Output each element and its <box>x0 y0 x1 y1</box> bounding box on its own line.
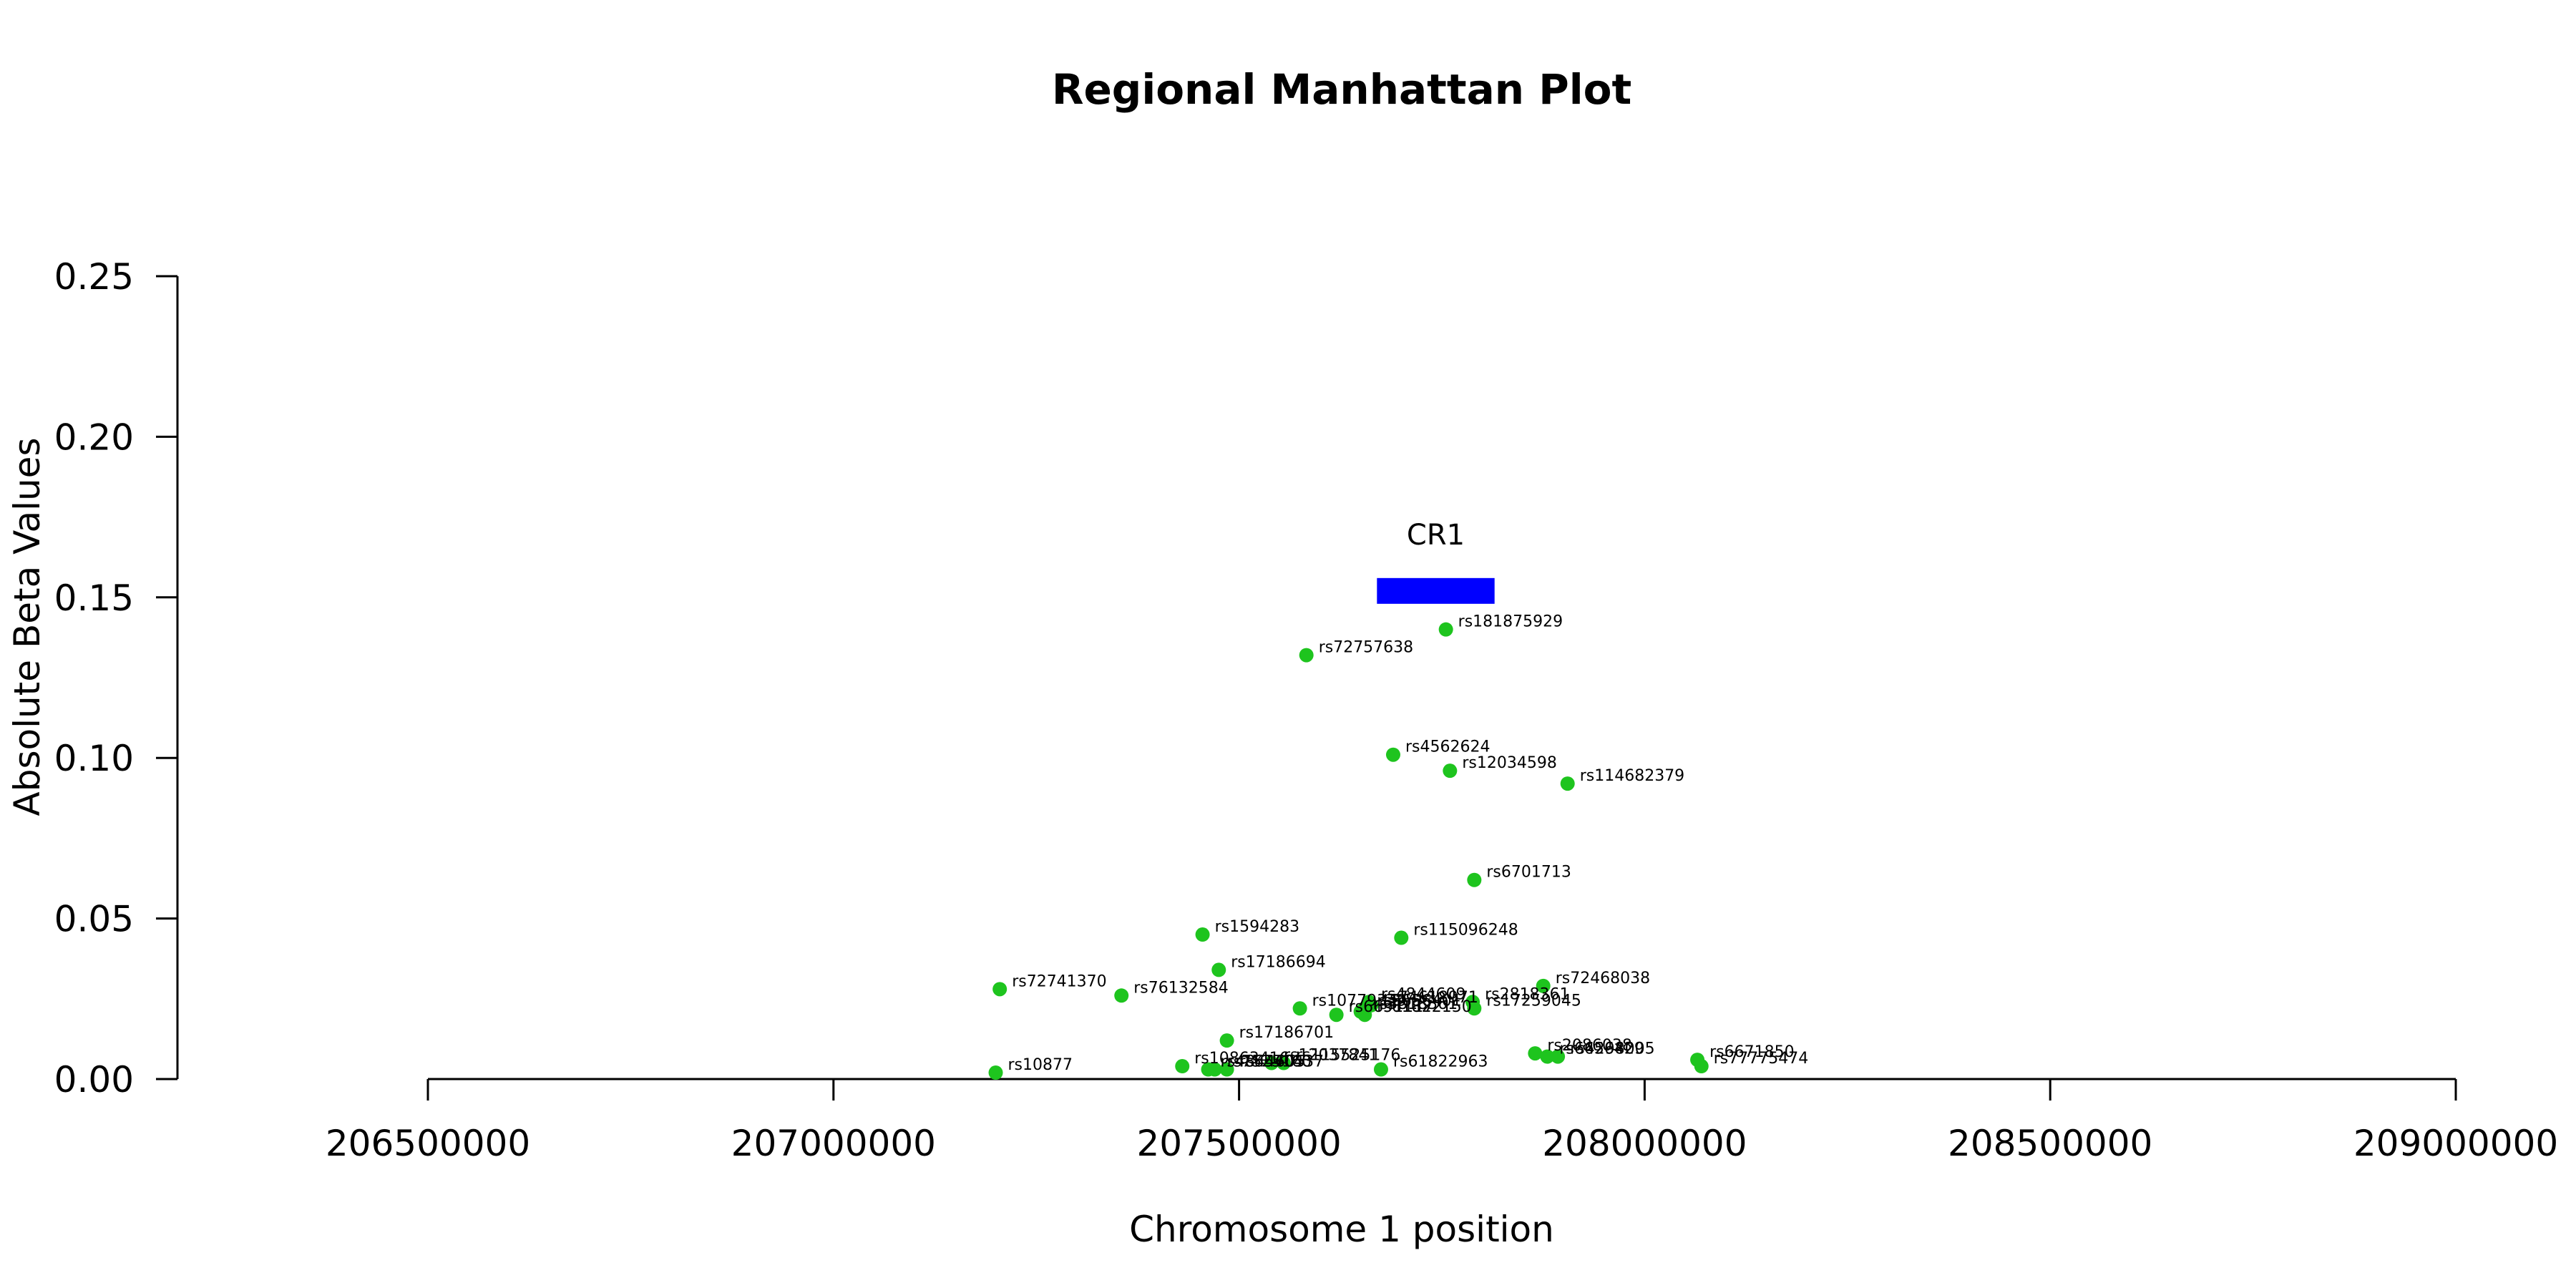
chart-title: Regional Manhattan Plot <box>1052 65 1631 114</box>
snp-label: rs76132584 <box>1133 979 1228 997</box>
snp-label: rs6701713 <box>1486 864 1571 882</box>
snp-point <box>1114 988 1129 1003</box>
snp-labels: rs181875929 rs72757638 rs4562624rs12034598… <box>1008 613 1809 1074</box>
snp-label: rs2818361 <box>1485 985 1570 1003</box>
x-axis-ticks: 206500000 207000000 207500000 208000000 2085… <box>326 1079 2558 1164</box>
snp-points <box>988 622 1709 1080</box>
snp-point <box>1175 1059 1190 1074</box>
snp-label: rs6540437 <box>1239 1053 1324 1071</box>
snp-label: rs115525176 <box>1296 1047 1400 1065</box>
snp-label: rs17259045 <box>1486 992 1581 1010</box>
snp-label: rs12034598 <box>1462 754 1556 772</box>
snp-point <box>1560 776 1575 791</box>
gene-label: CR1 <box>1407 519 1465 552</box>
snp-label: rs10779339 <box>1312 992 1407 1010</box>
snp-label: rs72757638 <box>1319 639 1413 657</box>
snp-label: rs4844609 <box>1381 985 1466 1003</box>
y-tick-label: 0.00 <box>54 1059 134 1101</box>
snp-label: rs72468038 <box>1556 970 1650 987</box>
x-tick-label: 208000000 <box>1542 1123 1747 1164</box>
snp-point <box>1694 1059 1709 1074</box>
snp-point <box>992 982 1008 997</box>
snp-point <box>1536 978 1551 993</box>
snp-point <box>1467 872 1482 887</box>
snp-point <box>1264 1055 1279 1070</box>
snp-point <box>1211 962 1226 977</box>
snp-label: rs17186701 <box>1239 1024 1334 1042</box>
snp-label: rs4844605 <box>1221 1053 1306 1071</box>
y-axis-label: Absolute Beta Values <box>6 438 48 816</box>
snp-label: rs7525160 <box>1227 1053 1312 1071</box>
snp-label: rs2086038 <box>1547 1037 1632 1055</box>
snp-point <box>1394 930 1409 945</box>
snp-label: rs10877 <box>1008 1056 1073 1074</box>
y-tick-label: 0.10 <box>54 738 134 779</box>
snp-point <box>1438 622 1453 637</box>
snp-label: rs72741370 <box>1012 972 1106 990</box>
snp-label: rs6691117 <box>1349 998 1434 1016</box>
snp-label: rs6656429 <box>1559 1040 1644 1058</box>
snp-point <box>1443 763 1458 779</box>
snp-label: rs1594283 <box>1215 918 1300 936</box>
snp-point <box>1292 1001 1307 1016</box>
snp-label: rs61822963 <box>1393 1053 1488 1071</box>
snp-label: rs181875929 <box>1458 613 1563 631</box>
snp-point <box>1195 927 1210 942</box>
x-tick-label: 206500000 <box>326 1123 530 1164</box>
snp-point <box>1299 648 1314 663</box>
snp-point <box>1357 1008 1372 1023</box>
snp-point <box>988 1065 1003 1080</box>
snp-label: rs4562624 <box>1405 738 1490 756</box>
x-axis-label: Chromosome 1 position <box>1129 1209 1554 1250</box>
x-tick-label: 209000000 <box>2353 1123 2558 1164</box>
snp-point <box>1373 1062 1388 1077</box>
y-tick-label: 0.25 <box>54 256 134 298</box>
snp-point <box>1276 1055 1291 1070</box>
snp-label: rs4298005 <box>1570 1040 1655 1058</box>
y-tick-label: 0.15 <box>54 577 134 619</box>
snp-point <box>1207 1062 1222 1077</box>
snp-label: rs6671850 <box>1709 1043 1795 1061</box>
snp-point <box>1219 1033 1234 1048</box>
snp-point <box>1385 747 1400 762</box>
snp-point <box>1219 1062 1234 1077</box>
snp-label: rs61822150 <box>1377 998 1471 1016</box>
snp-label: rs17186694 <box>1231 953 1325 971</box>
snp-label: rs77775474 <box>1714 1050 1808 1068</box>
gene-bar <box>1377 577 1495 604</box>
snp-label: rs115096248 <box>1413 922 1518 940</box>
snp-label: rs74618971 <box>1383 989 1478 1007</box>
snp-label: rs6656401 <box>1377 992 1462 1010</box>
snp-label: rs3818361 <box>1373 995 1458 1013</box>
snp-point <box>1528 1046 1543 1061</box>
x-tick-label: 207000000 <box>731 1123 936 1164</box>
y-axis-ticks: 0.00 0.05 0.10 0.15 0.20 0.25 <box>54 256 177 1101</box>
x-tick-label: 207500000 <box>1136 1123 1341 1164</box>
y-tick-label: 0.20 <box>54 416 134 458</box>
snp-label: rs12037841 <box>1284 1047 1378 1065</box>
y-tick-label: 0.05 <box>54 899 134 940</box>
snp-point <box>1540 1049 1555 1064</box>
snp-point <box>1551 1049 1566 1064</box>
snp-point <box>1467 1001 1482 1016</box>
snp-label: rs10863416 <box>1194 1050 1289 1068</box>
gene-annotation: CR1 <box>1377 519 1495 604</box>
x-tick-label: 208500000 <box>1948 1123 2152 1164</box>
snp-label: rs114682379 <box>1580 767 1684 785</box>
snp-point <box>1329 1008 1344 1023</box>
